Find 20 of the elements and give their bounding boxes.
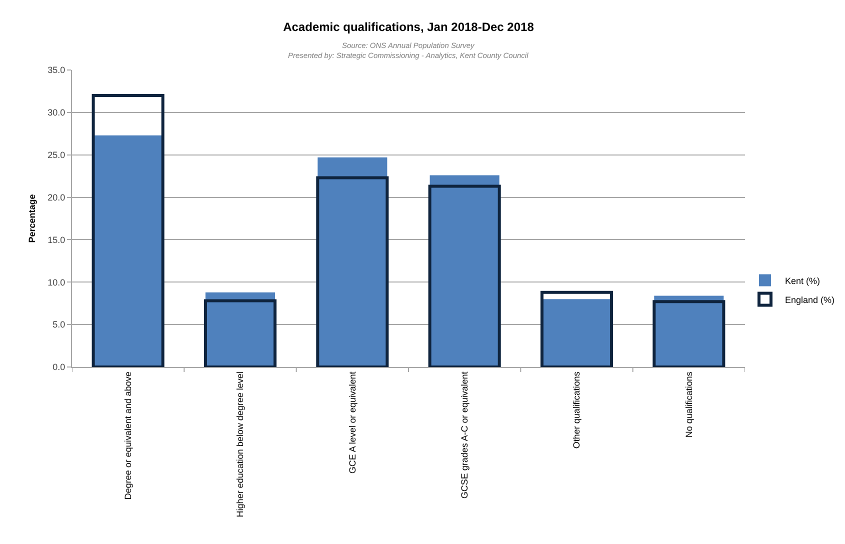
x-tick-label: No qualifications — [684, 371, 694, 438]
bar — [93, 135, 163, 367]
x-tick-label: GCSE grades A-C or equivalent — [460, 371, 470, 499]
y-tick-label: 5.0 — [52, 320, 66, 330]
y-axis-title: Percentage — [27, 194, 38, 243]
legend-label: Kent (%) — [785, 276, 820, 286]
legend-label: England (%) — [785, 294, 835, 305]
y-tick-label: 20.0 — [48, 192, 66, 202]
y-tick-label: 0.0 — [52, 362, 66, 372]
x-tick-label: Other qualifications — [572, 371, 582, 449]
x-tick-label: Higher education below degree level — [235, 372, 246, 518]
y-tick-label: 15.0 — [48, 234, 66, 245]
y-tick-label: 35.0 — [48, 65, 66, 76]
chart-title: Academic qualifications, Jan 2018-Dec 2018 — [283, 20, 534, 34]
y-tick-label: 10.0 — [48, 277, 66, 288]
x-tick-label: GCE A level or equivalent — [347, 371, 358, 474]
bar — [92, 94, 164, 367]
x-tick-label: Degree or equivalent and above — [123, 372, 134, 500]
y-tick-label: 30.0 — [48, 108, 66, 118]
y-tick-label: 25.0 — [48, 150, 66, 160]
